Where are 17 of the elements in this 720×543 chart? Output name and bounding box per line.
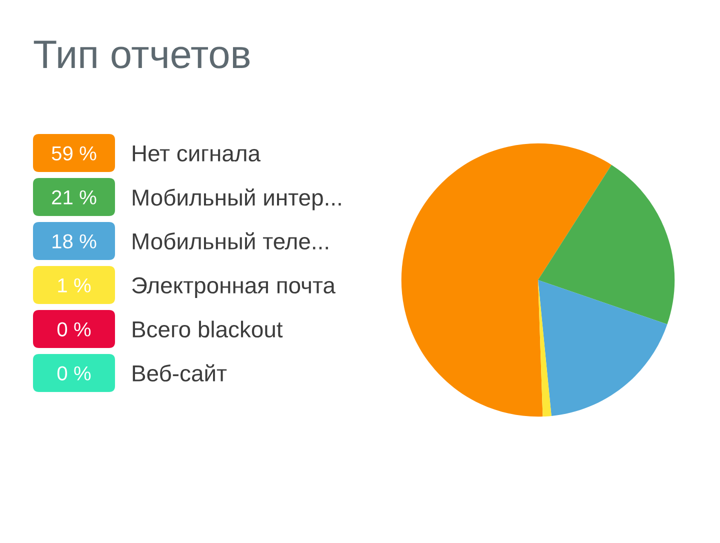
- data-label: 59 %: [52, 146, 96, 160]
- data-label: 1 %: [58, 278, 91, 292]
- data-label: 21 %: [52, 190, 96, 204]
- legend-label: Нет сигнала: [132, 146, 261, 162]
- pie-slice: [401, 143, 612, 417]
- pie-slice: [538, 280, 668, 416]
- pie-slice: [538, 164, 675, 324]
- text: 0 %: [57, 366, 91, 380]
- legend-label: Всего blackout: [132, 320, 283, 338]
- text: 0 %: [57, 322, 91, 336]
- chart-title: Тип отчетов: [34, 40, 250, 68]
- legend-label: Веб-сайт: [132, 364, 227, 382]
- legend-label: Мобильный теле...: [132, 232, 328, 250]
- data-label: 18 %: [52, 234, 96, 248]
- legend-label: Мобильный интер...: [132, 188, 341, 210]
- legend-label: Электронная почта: [132, 277, 336, 298]
- pie-slice: [538, 280, 552, 417]
